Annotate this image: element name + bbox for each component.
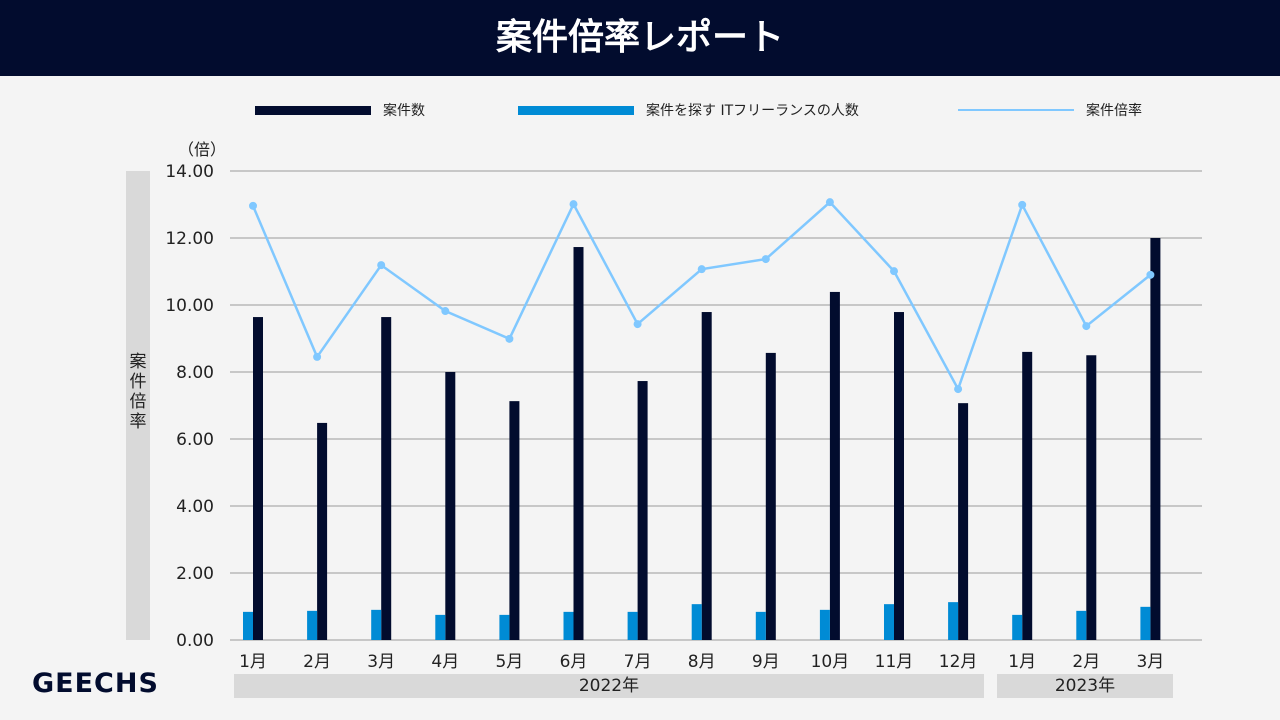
x-tick-label: 3月: [367, 652, 395, 672]
x-tick-label: 11月: [875, 652, 914, 672]
y-axis-label-char: 案: [129, 352, 147, 372]
bar-jobs: [701, 312, 712, 640]
bar-freelancers: [755, 611, 766, 640]
x-tick-label: 9月: [752, 652, 780, 672]
y-tick-label: 8.00: [176, 363, 214, 383]
x-tick-label: 10月: [811, 652, 850, 672]
point-ratio: [441, 307, 450, 316]
x-tick-label: 8月: [688, 652, 716, 672]
y-axis-label-char: 件: [129, 372, 147, 392]
point-ratio: [569, 200, 578, 209]
legend-label: 案件を探す ITフリーランスの人数: [646, 103, 859, 119]
year-label-2022: 2022年: [234, 674, 984, 698]
bar-jobs: [829, 291, 840, 640]
bar-freelancers: [1140, 606, 1151, 640]
bar-freelancers: [691, 604, 702, 640]
y-tick-label: 0.00: [176, 631, 214, 651]
point-ratio: [633, 320, 642, 329]
point-ratio: [249, 201, 257, 210]
bar-jobs: [573, 247, 584, 641]
point-ratio: [1082, 322, 1091, 331]
point-ratio: [1146, 270, 1155, 279]
bar-jobs: [381, 317, 392, 640]
bar-freelancers: [1012, 614, 1023, 640]
point-ratio: [697, 265, 706, 274]
bar-jobs: [1150, 238, 1161, 640]
bar-freelancers: [884, 604, 894, 640]
point-ratio: [825, 198, 834, 207]
x-tick-label: 2月: [303, 652, 331, 672]
point-ratio: [505, 334, 514, 343]
bar-jobs: [253, 317, 263, 640]
bar-jobs: [317, 422, 328, 640]
x-tick-label: 2月: [1072, 652, 1100, 672]
bar-jobs: [445, 372, 456, 640]
legend-swatch: [255, 105, 371, 115]
bar-freelancers: [307, 610, 318, 640]
legend-item-ratio: 案件倍率: [958, 100, 1142, 120]
logo: GEECHS: [32, 668, 159, 699]
bar-jobs: [1022, 351, 1033, 640]
x-tick-label: 12月: [939, 652, 978, 672]
y-tick-label: 4.00: [176, 497, 214, 517]
page-title: 案件倍率レポート: [0, 0, 1280, 76]
legend-item-jobs: 案件数: [255, 100, 425, 120]
point-ratio: [890, 267, 898, 276]
y-axis-label: 案件倍率: [126, 352, 150, 432]
x-tick-label: 6月: [560, 652, 588, 672]
bar-jobs: [894, 312, 904, 640]
legend-label: 案件数: [383, 103, 425, 119]
bar-jobs: [1086, 355, 1097, 640]
bar-jobs: [637, 381, 648, 640]
bar-freelancers: [627, 611, 638, 640]
y-axis-label-box: [126, 171, 150, 640]
y-axis-label-char: 倍: [129, 392, 147, 412]
bar-freelancers: [948, 602, 959, 640]
y-unit-label: （倍）: [178, 140, 227, 159]
x-tick-label: 1月: [239, 652, 267, 672]
legend: 案件数 案件を探す ITフリーランスの人数 案件倍率: [0, 100, 1280, 120]
bar-freelancers: [499, 614, 510, 640]
legend-swatch: [518, 105, 634, 115]
year-label-2023: 2023年: [997, 674, 1173, 698]
y-tick-label: 10.00: [165, 296, 214, 316]
legend-swatch: [958, 109, 1074, 111]
bar-freelancers: [243, 611, 253, 640]
bar-freelancers: [819, 609, 830, 640]
point-ratio: [1018, 200, 1027, 209]
point-ratio: [313, 352, 322, 361]
x-tick-label: 1月: [1008, 652, 1036, 672]
legend-label: 案件倍率: [1086, 103, 1142, 119]
y-tick-label: 12.00: [165, 229, 214, 249]
x-tick-label: 4月: [431, 652, 459, 672]
y-axis-label-char: 率: [129, 412, 147, 432]
bar-jobs: [509, 401, 520, 640]
y-tick-label: 14.00: [165, 162, 214, 182]
x-tick-label: 5月: [495, 652, 523, 672]
bar-jobs: [765, 352, 776, 640]
point-ratio: [954, 385, 963, 394]
y-tick-label: 6.00: [176, 430, 214, 450]
y-tick-label: 2.00: [176, 564, 214, 584]
bar-jobs: [958, 403, 969, 640]
legend-item-freelancers: 案件を探す ITフリーランスの人数: [518, 100, 859, 120]
bar-freelancers: [371, 609, 382, 640]
x-tick-label: 3月: [1136, 652, 1164, 672]
point-ratio: [761, 255, 770, 264]
point-ratio: [377, 261, 386, 270]
bar-freelancers: [1076, 610, 1087, 640]
bar-freelancers: [435, 614, 446, 640]
x-tick-label: 7月: [624, 652, 652, 672]
bar-freelancers: [563, 611, 574, 640]
